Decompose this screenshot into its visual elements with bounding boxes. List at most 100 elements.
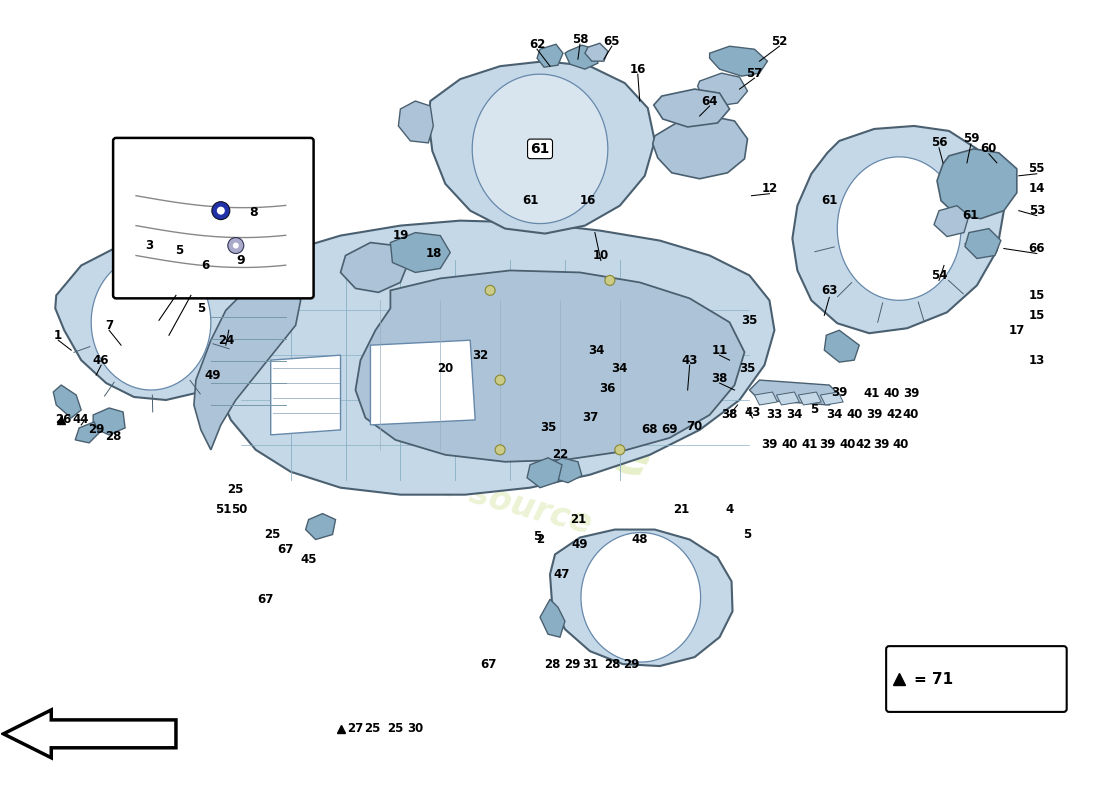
Polygon shape bbox=[540, 599, 565, 637]
Polygon shape bbox=[53, 385, 81, 418]
Text: 27: 27 bbox=[348, 722, 364, 735]
Text: 22: 22 bbox=[552, 448, 568, 462]
Text: 61: 61 bbox=[962, 209, 979, 222]
Text: 31: 31 bbox=[582, 658, 598, 670]
Polygon shape bbox=[55, 241, 245, 400]
Text: 57: 57 bbox=[746, 66, 762, 80]
Polygon shape bbox=[306, 514, 336, 539]
Text: 28: 28 bbox=[104, 430, 121, 443]
FancyArrow shape bbox=[3, 710, 176, 758]
Text: 61: 61 bbox=[821, 194, 837, 207]
Text: eurospare: eurospare bbox=[321, 349, 659, 490]
Text: 20: 20 bbox=[437, 362, 453, 374]
Text: 62: 62 bbox=[529, 38, 546, 50]
Text: 49: 49 bbox=[572, 538, 588, 551]
Text: 64: 64 bbox=[702, 94, 718, 107]
Text: 39: 39 bbox=[761, 438, 778, 451]
Text: 61: 61 bbox=[530, 142, 550, 156]
Polygon shape bbox=[527, 458, 562, 488]
Polygon shape bbox=[565, 46, 598, 69]
Polygon shape bbox=[799, 392, 822, 405]
Circle shape bbox=[217, 206, 224, 214]
Text: 10: 10 bbox=[593, 249, 609, 262]
Text: 45: 45 bbox=[300, 553, 317, 566]
Circle shape bbox=[605, 275, 615, 286]
Text: 5: 5 bbox=[532, 530, 541, 543]
Text: 34: 34 bbox=[612, 362, 628, 374]
Polygon shape bbox=[472, 74, 608, 223]
Text: 40: 40 bbox=[781, 438, 798, 451]
Text: 15: 15 bbox=[1028, 289, 1045, 302]
Circle shape bbox=[228, 238, 244, 254]
Polygon shape bbox=[537, 44, 563, 67]
Text: 60: 60 bbox=[981, 142, 997, 155]
Text: 25: 25 bbox=[228, 483, 244, 496]
Text: 66: 66 bbox=[1028, 242, 1045, 255]
Text: 58: 58 bbox=[572, 33, 588, 46]
Polygon shape bbox=[777, 392, 800, 405]
Text: 2: 2 bbox=[536, 533, 544, 546]
Text: 30: 30 bbox=[407, 722, 424, 735]
Text: 39: 39 bbox=[866, 409, 882, 422]
Text: 34: 34 bbox=[786, 409, 803, 422]
Text: 46: 46 bbox=[92, 354, 109, 366]
Circle shape bbox=[495, 445, 505, 455]
Text: 50: 50 bbox=[231, 503, 248, 516]
Text: 35: 35 bbox=[739, 362, 756, 374]
Polygon shape bbox=[550, 530, 733, 666]
Text: 69: 69 bbox=[661, 423, 678, 436]
Text: 70: 70 bbox=[686, 421, 703, 434]
Text: 5: 5 bbox=[175, 244, 183, 257]
Polygon shape bbox=[837, 157, 961, 300]
Polygon shape bbox=[548, 458, 582, 482]
Text: 37: 37 bbox=[582, 411, 598, 425]
Text: 12: 12 bbox=[761, 182, 778, 195]
Polygon shape bbox=[213, 221, 774, 494]
Text: 61: 61 bbox=[521, 194, 538, 207]
Text: 18: 18 bbox=[426, 247, 442, 260]
Polygon shape bbox=[398, 101, 433, 143]
Text: 21: 21 bbox=[673, 503, 690, 516]
Polygon shape bbox=[355, 270, 745, 462]
Text: 39: 39 bbox=[873, 438, 889, 451]
Text: 17: 17 bbox=[1009, 324, 1025, 337]
Text: 28: 28 bbox=[604, 658, 620, 670]
Text: 29: 29 bbox=[624, 658, 640, 670]
Text: 25: 25 bbox=[387, 722, 404, 735]
Text: 5: 5 bbox=[197, 302, 205, 315]
Text: 6: 6 bbox=[201, 259, 210, 272]
Text: 40: 40 bbox=[883, 386, 900, 399]
Text: a parts source: a parts source bbox=[326, 439, 595, 541]
Circle shape bbox=[212, 202, 230, 220]
Circle shape bbox=[485, 286, 495, 295]
Text: 16: 16 bbox=[580, 194, 596, 207]
Text: 28: 28 bbox=[543, 658, 560, 670]
Polygon shape bbox=[824, 330, 859, 362]
Text: 32: 32 bbox=[472, 349, 488, 362]
Text: 39: 39 bbox=[820, 438, 836, 451]
Circle shape bbox=[615, 445, 625, 455]
Polygon shape bbox=[697, 73, 748, 106]
Polygon shape bbox=[652, 116, 748, 178]
Text: 67: 67 bbox=[277, 543, 294, 556]
Text: 42: 42 bbox=[886, 409, 902, 422]
Polygon shape bbox=[194, 278, 300, 450]
Text: 65: 65 bbox=[604, 34, 620, 48]
Text: 43: 43 bbox=[745, 406, 761, 419]
Text: 53: 53 bbox=[1028, 204, 1045, 217]
Text: 26: 26 bbox=[55, 414, 72, 426]
Text: 4: 4 bbox=[725, 503, 734, 516]
Text: 56: 56 bbox=[931, 136, 947, 150]
Text: 1: 1 bbox=[54, 329, 63, 342]
Text: 21: 21 bbox=[570, 513, 586, 526]
Text: 40: 40 bbox=[903, 409, 920, 422]
Text: 7: 7 bbox=[106, 318, 113, 332]
Text: 24: 24 bbox=[218, 334, 234, 346]
Text: 11: 11 bbox=[712, 344, 728, 357]
Text: 52: 52 bbox=[771, 34, 788, 48]
Polygon shape bbox=[710, 46, 768, 76]
Text: 29: 29 bbox=[564, 658, 580, 670]
Polygon shape bbox=[821, 392, 844, 405]
Text: 40: 40 bbox=[893, 438, 910, 451]
Text: 44: 44 bbox=[73, 414, 89, 426]
